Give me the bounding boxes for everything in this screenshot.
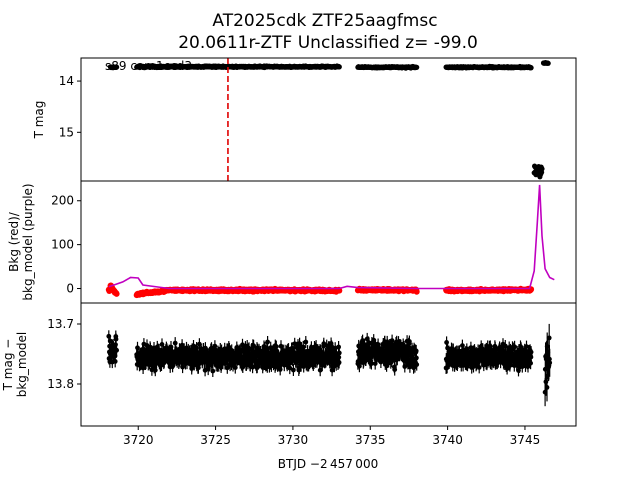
- resid-point: [546, 335, 552, 341]
- resid-point: [476, 365, 482, 370]
- resid-point: [265, 339, 270, 345]
- sector-camera-annotation: s89 cam1ccd3: [105, 59, 192, 73]
- resid-point: [413, 348, 419, 354]
- y-tick-label: 14: [59, 74, 74, 88]
- resid-point: [357, 363, 362, 369]
- tmag-points: [107, 60, 551, 180]
- y-axis-label: T mag: [32, 101, 46, 140]
- y-axis-label: T mag −: [1, 339, 15, 392]
- resid-point: [210, 368, 216, 374]
- y-tick-label: 0: [66, 282, 74, 296]
- figure-title-line2: 20.0611r-ZTF Unclassified z= -99.0: [178, 33, 478, 53]
- resid-point: [336, 360, 342, 365]
- x-tick-label: 3725: [200, 433, 231, 447]
- bkg-series: [105, 184, 555, 299]
- resid-point: [180, 364, 186, 370]
- resid-point: [152, 367, 158, 373]
- x-tick-label: 3730: [278, 433, 309, 447]
- panel-frame: [80, 302, 577, 427]
- resid-point: [528, 349, 534, 355]
- resid-point: [113, 336, 119, 342]
- resid-point: [369, 361, 374, 366]
- y-tick-label: 100: [51, 238, 74, 252]
- y-axis-label: bkg_model: [15, 332, 29, 398]
- bkg-point: [413, 288, 420, 295]
- x-tick-label: 3735: [355, 433, 386, 447]
- tmag-point: [414, 64, 420, 70]
- panel-tmag-minus-bkg: 13.7 13.8 3720 3725 3730 3735 3740 3745 T mag − b…: [1, 302, 577, 447]
- panel-frame: [80, 180, 577, 304]
- resid-point: [114, 347, 119, 353]
- y-tick-label: 15: [59, 125, 74, 139]
- resid-point: [336, 350, 342, 356]
- bkg-model-line: [108, 184, 555, 290]
- resid-point: [414, 355, 419, 361]
- resid-point: [329, 343, 334, 349]
- x-tick-label: 3720: [123, 433, 154, 447]
- tmag-point: [336, 64, 342, 70]
- y-tick-label: 200: [51, 194, 74, 208]
- tmag-point: [539, 166, 545, 172]
- resid-point: [112, 359, 118, 364]
- resid-point: [407, 339, 412, 344]
- resid-point: [414, 362, 420, 367]
- panel-frame: [80, 57, 577, 182]
- resid-point: [528, 360, 533, 366]
- resid-point: [544, 385, 550, 390]
- resid-points: [106, 323, 553, 407]
- resid-point: [194, 345, 200, 351]
- figure-title-line1: AT2025cdk ZTF25aagfmsc: [212, 11, 437, 31]
- resid-point: [172, 340, 178, 346]
- resid-point: [502, 343, 508, 349]
- y-tick-label: 13.7: [47, 317, 74, 331]
- tmag-point: [114, 64, 120, 70]
- tmag-point: [528, 65, 534, 71]
- resid-point: [317, 367, 323, 373]
- resid-point: [303, 339, 309, 345]
- resid-point: [444, 340, 449, 345]
- panel-tmag: 14 15 T mag: [32, 57, 577, 182]
- resid-point: [402, 364, 408, 369]
- x-axis-label: BTJD −2 457 000: [278, 457, 378, 471]
- resid-point: [291, 367, 296, 373]
- bkg-point: [113, 290, 120, 297]
- resid-point: [547, 360, 553, 366]
- resid-point: [336, 344, 341, 350]
- resid-point: [512, 344, 517, 350]
- tmag-point: [545, 60, 551, 66]
- resid-point: [277, 367, 283, 372]
- y-tick-label: 13.8: [47, 377, 74, 391]
- resid-point: [392, 367, 398, 372]
- resid-point: [232, 365, 238, 370]
- y-axis-label: Bkg (red)/: [7, 211, 21, 272]
- panel-background: 0 100 200 Bkg (red)/bkg_model (purple): [7, 180, 577, 304]
- y-axis-label: bkg_model (purple): [21, 183, 35, 300]
- x-tick-label: 3745: [510, 433, 541, 447]
- x-tick-label: 3740: [432, 433, 463, 447]
